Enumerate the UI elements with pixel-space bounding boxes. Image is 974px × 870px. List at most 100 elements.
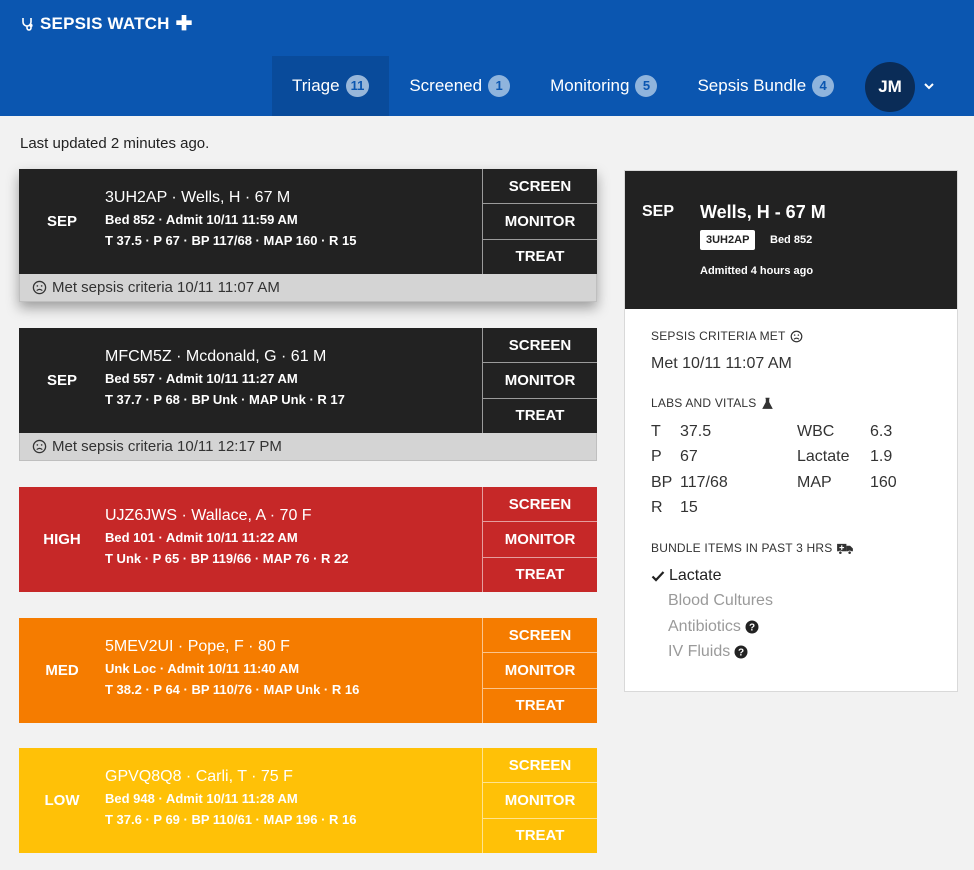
app-title: SEPSIS WATCH: [40, 14, 170, 33]
labs-section-title: LABS AND VITALS: [651, 396, 774, 410]
tab-screened[interactable]: Screened 1: [389, 56, 530, 116]
screen-button[interactable]: SCREEN: [483, 618, 597, 654]
bundle-section-title: BUNDLE ITEMS IN PAST 3 HRS: [651, 541, 854, 555]
monitor-button[interactable]: MONITOR: [483, 204, 597, 240]
vital-label: BP: [651, 474, 673, 491]
patient-info: 5MEV2UI · Pope, F · 80 F Unk Loc · Admit…: [105, 618, 482, 723]
patient-vitals: T 38.2 · P 64 · BP 110/76 · MAP Unk · R …: [105, 682, 360, 697]
bundle-item-label: Blood Cultures: [668, 592, 773, 609]
risk-level: LOW: [44, 792, 80, 809]
brand[interactable]: SEPSIS WATCH ✚: [20, 14, 193, 34]
criteria-met-value: Met 10/11 11:07 AM: [651, 355, 792, 372]
patient-id-name: MFCM5Z · Mcdonald, G · 61 M: [105, 348, 327, 365]
lab-value: 6.3: [870, 423, 893, 440]
card-actions: SCREEN MONITOR TREAT: [482, 618, 597, 723]
tab-label: Monitoring: [550, 76, 630, 95]
card-actions: SCREEN MONITOR TREAT: [482, 487, 597, 592]
patient-location: Bed 101 · Admit 10/11 11:22 AM: [105, 530, 298, 545]
tab-count-badge: 5: [635, 75, 658, 97]
patient-id-name: 5MEV2UI · Pope, F · 80 F: [105, 638, 290, 655]
detail-mrn-badge: 3UH2AP: [700, 230, 756, 250]
tab-count-badge: 1: [488, 75, 511, 97]
tab-count-badge: 4: [812, 75, 835, 97]
question-circle-icon[interactable]: ?: [745, 620, 759, 634]
criteria-text: Met sepsis criteria 10/11 12:17 PM: [52, 438, 282, 455]
patient-info: MFCM5Z · Mcdonald, G · 61 M Bed 557 · Ad…: [105, 328, 482, 433]
patient-info: GPVQ8Q8 · Carli, T · 75 F Bed 948 · Admi…: [105, 748, 482, 853]
patient-card[interactable]: HIGH UJZ6JWS · Wallace, A · 70 F Bed 101…: [19, 487, 597, 592]
last-updated-text: Last updated 2 minutes ago.: [20, 135, 210, 152]
patient-card[interactable]: SEP 3UH2AP · Wells, H · 67 M Bed 852 · A…: [19, 169, 597, 302]
treat-button[interactable]: TREAT: [515, 248, 565, 266]
tab-label: Triage: [292, 76, 340, 95]
check-icon: [651, 571, 665, 582]
user-avatar[interactable]: JM: [865, 62, 915, 112]
sad-face-icon: [32, 439, 47, 454]
bundle-item-lactate: Lactate: [651, 567, 721, 585]
patient-location: Bed 948 · Admit 10/11 11:28 AM: [105, 791, 298, 806]
patient-id-name: GPVQ8Q8 · Carli, T · 75 F: [105, 768, 293, 785]
card-actions: SCREEN MONITOR TREAT: [482, 169, 597, 274]
patient-id-name: UJZ6JWS · Wallace, A · 70 F: [105, 507, 312, 524]
patient-detail-panel: SEP Wells, H - 67 M 3UH2AP Bed 852 Admit…: [624, 170, 958, 692]
vital-label: T: [651, 423, 661, 440]
svg-text:?: ?: [749, 623, 755, 634]
bundle-item-blood-cultures: Blood Cultures: [668, 592, 773, 610]
vital-value: 37.5: [680, 423, 712, 440]
screen-button[interactable]: SCREEN: [483, 169, 597, 205]
patient-info: UJZ6JWS · Wallace, A · 70 F Bed 101 · Ad…: [105, 487, 482, 592]
lab-label: Lactate: [797, 448, 850, 465]
monitor-button[interactable]: MONITOR: [483, 522, 597, 558]
patient-card[interactable]: MED 5MEV2UI · Pope, F · 80 F Unk Loc · A…: [19, 618, 597, 723]
criteria-footer: Met sepsis criteria 10/11 11:07 AM: [19, 274, 597, 302]
tab-label: Sepsis Bundle: [697, 76, 807, 95]
monitor-button[interactable]: MONITOR: [483, 783, 597, 819]
bundle-item-label: Lactate: [669, 567, 722, 584]
criteria-text: Met sepsis criteria 10/11 11:07 AM: [52, 279, 280, 296]
risk-level: SEP: [46, 372, 77, 389]
stethoscope-icon: [22, 18, 33, 31]
patient-location: Bed 852 · Admit 10/11 11:59 AM: [105, 212, 298, 227]
patient-card[interactable]: LOW GPVQ8Q8 · Carli, T · 75 F Bed 948 · …: [19, 748, 597, 853]
sad-face-icon: [790, 330, 802, 342]
treat-button[interactable]: TREAT: [515, 697, 565, 715]
lab-value: 1.9: [870, 448, 893, 465]
patient-vitals: T Unk · P 65 · BP 119/66 · MAP 76 · R 22: [105, 551, 349, 566]
treat-button[interactable]: TREAT: [515, 407, 565, 425]
detail-header: SEP Wells, H - 67 M 3UH2AP Bed 852 Admit…: [625, 171, 957, 309]
card-actions: SCREEN MONITOR TREAT: [482, 328, 597, 433]
chevron-down-icon[interactable]: [922, 79, 936, 93]
screen-button[interactable]: SCREEN: [483, 328, 597, 364]
tab-triage[interactable]: Triage 11: [272, 56, 390, 116]
bundle-title-text: BUNDLE ITEMS IN PAST 3 HRS: [651, 541, 833, 555]
tab-sepsis-bundle[interactable]: Sepsis Bundle 4: [677, 56, 854, 116]
question-circle-icon[interactable]: ?: [734, 645, 748, 659]
bundle-item-iv-fluids: IV Fluids ?: [668, 643, 748, 661]
patient-vitals: T 37.6 · P 69 · BP 110/61 · MAP 196 · R …: [105, 812, 357, 827]
tab-monitoring[interactable]: Monitoring 5: [530, 56, 677, 116]
vital-value: 117/68: [680, 474, 728, 491]
risk-level: MED: [45, 662, 79, 679]
monitor-button[interactable]: MONITOR: [483, 653, 597, 689]
lab-label: MAP: [797, 474, 832, 491]
monitor-button[interactable]: MONITOR: [483, 363, 597, 399]
criteria-title-text: SEPSIS CRITERIA MET: [651, 329, 786, 343]
bundle-item-label: Antibiotics: [668, 618, 741, 635]
patient-location: Unk Loc · Admit 10/11 11:40 AM: [105, 661, 300, 676]
patient-card[interactable]: SEP MFCM5Z · Mcdonald, G · 61 M Bed 557 …: [19, 328, 597, 461]
tab-label: Screened: [409, 76, 483, 95]
patient-location: Bed 557 · Admit 10/11 11:27 AM: [105, 371, 298, 386]
bundle-item-label: IV Fluids: [668, 643, 731, 660]
sad-face-icon: [32, 280, 47, 295]
ambulance-icon: [837, 543, 854, 555]
patient-vitals: T 37.7 · P 68 · BP Unk · MAP Unk · R 17: [105, 392, 345, 407]
risk-level: HIGH: [43, 531, 81, 548]
treat-button[interactable]: TREAT: [515, 566, 565, 584]
vital-label: P: [651, 448, 662, 465]
main-nav: Triage 11 Screened 1 Monitoring 5 Sepsis…: [272, 56, 854, 116]
patient-info: 3UH2AP · Wells, H · 67 M Bed 852 · Admit…: [105, 169, 482, 274]
treat-button[interactable]: TREAT: [515, 827, 565, 845]
screen-button[interactable]: SCREEN: [483, 748, 597, 784]
screen-button[interactable]: SCREEN: [483, 487, 597, 523]
detail-patient-name: Wells, H - 67 M: [700, 202, 826, 222]
